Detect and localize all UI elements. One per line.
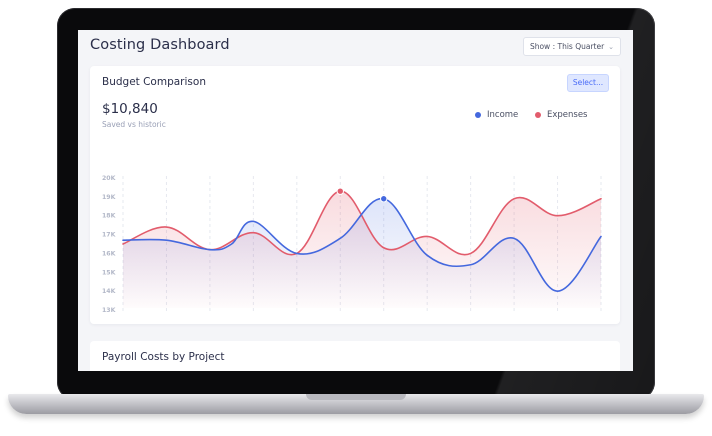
y-tick-label: 17K <box>102 232 116 239</box>
legend-item-expenses[interactable]: Expenses <box>534 110 588 120</box>
chart-legend: Income Expenses <box>475 110 601 121</box>
series-line-income <box>122 197 602 292</box>
legend-expenses-label: Expenses <box>546 110 588 120</box>
payroll-costs-title: Payroll Costs by Project <box>102 351 225 363</box>
saved-amount: $10,840 <box>102 101 158 117</box>
period-select[interactable]: Show : This Quarter ⌄ <box>523 37 621 56</box>
series-area-income <box>123 198 601 308</box>
y-tick-label: 15K <box>102 269 116 276</box>
budget-comparison-title: Budget Comparison <box>102 76 206 88</box>
budget-select-button[interactable]: Select... <box>567 74 609 92</box>
y-tick-label: 19K <box>102 194 116 201</box>
y-tick-label: 18K <box>102 213 116 220</box>
dashboard-header: Costing Dashboard Show : This Quarter ⌄ <box>78 30 633 64</box>
page-title: Costing Dashboard <box>90 37 230 53</box>
period-select-label: Show : This Quarter <box>529 42 605 51</box>
marker-income <box>380 195 388 203</box>
laptop-notch <box>306 394 406 400</box>
y-tick-label: 20K <box>102 175 116 182</box>
budget-comparison-card: Budget Comparison Select... $10,840 Save… <box>90 66 620 324</box>
payroll-costs-card: Payroll Costs by Project <box>90 341 620 371</box>
legend-item-income[interactable]: Income <box>475 110 518 120</box>
laptop-base <box>8 394 704 414</box>
legend-income-label: Income <box>487 110 519 120</box>
y-tick-label: 14K <box>102 288 116 295</box>
dashboard-screen: Costing Dashboard Show : This Quarter ⌄ B… <box>78 30 633 371</box>
budget-line-chart: 20K19K18K17K16K15K14K13KJanFebMarAprMayJ… <box>102 175 602 314</box>
y-tick-label: 13K <box>102 307 116 314</box>
marker-expenses <box>336 187 344 195</box>
expenses-dot-icon <box>534 112 541 118</box>
saved-sub-label: Saved vs historic <box>102 120 166 129</box>
y-tick-label: 16K <box>102 250 116 257</box>
income-dot-icon <box>475 112 481 118</box>
chevron-down-icon: ⌄ <box>608 43 615 51</box>
